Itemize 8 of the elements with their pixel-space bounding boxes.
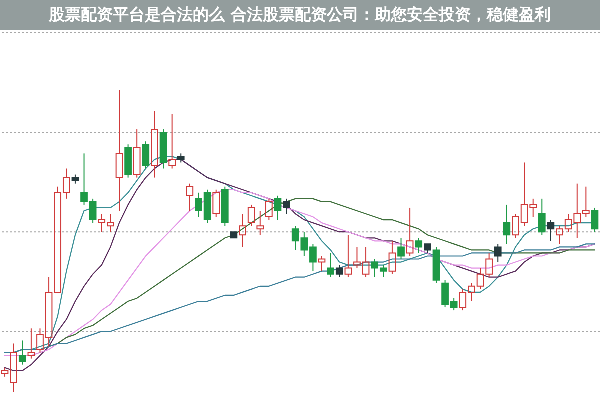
candlestick [151, 110, 158, 178]
candlestick [239, 214, 246, 248]
candlestick [256, 210, 264, 236]
candlestick [116, 90, 124, 212]
candlestick [318, 256, 326, 272]
candlestick [503, 204, 511, 245]
candlestick [168, 114, 176, 170]
candlestick [398, 238, 405, 260]
